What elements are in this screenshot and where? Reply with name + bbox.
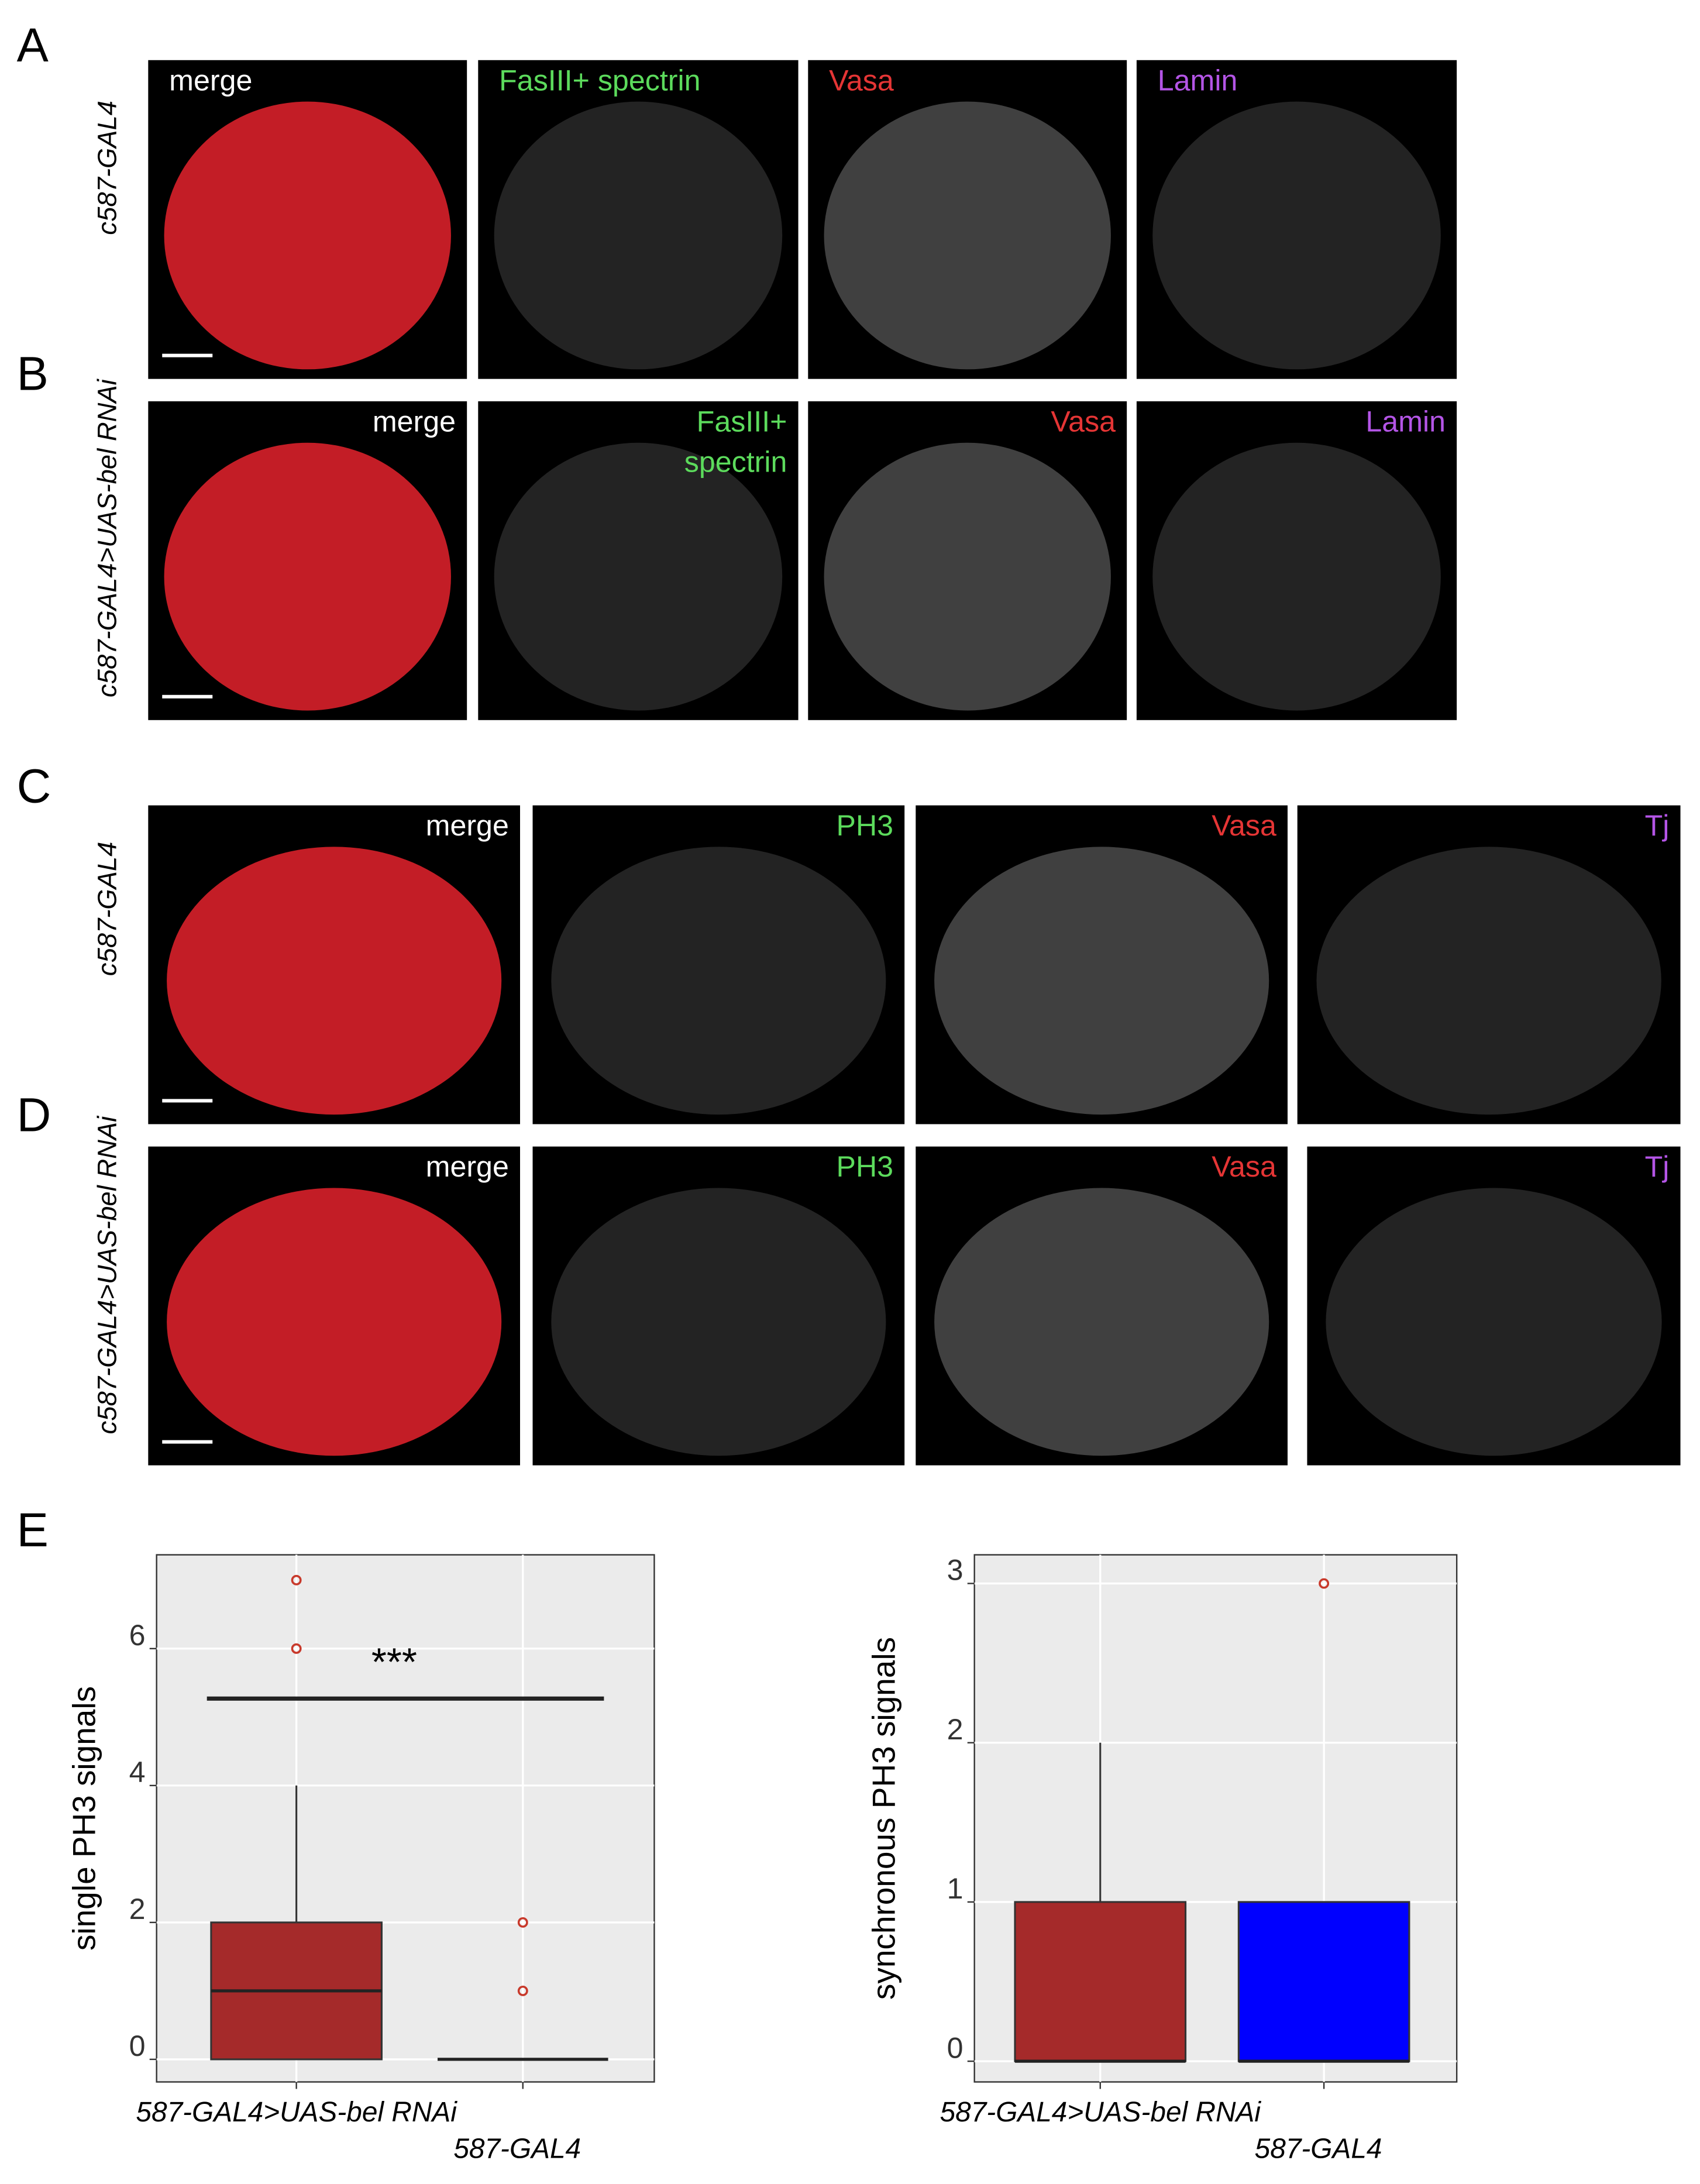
y-tick-label: 6	[129, 1619, 146, 1652]
outlier	[1319, 1578, 1330, 1589]
channel-label: FasIII+	[697, 405, 787, 438]
y-axis-label: synchronous PH3 signals	[866, 1637, 902, 2000]
y-tick-label: 2	[129, 1893, 146, 1925]
outlier	[291, 1643, 302, 1654]
tissue	[551, 847, 886, 1115]
scale-bar	[162, 1099, 213, 1103]
y-tick-label: 2	[947, 1713, 963, 1746]
channel-label: merge	[373, 405, 456, 438]
tissue	[494, 101, 783, 370]
tissue	[1316, 847, 1661, 1115]
tissue	[824, 442, 1111, 711]
box	[1237, 1901, 1410, 2062]
row-label: c587-GAL4	[92, 101, 122, 235]
x-tick-label: 587-GAL4	[1255, 2133, 1382, 2164]
y-tick-label: 0	[129, 2030, 146, 2062]
tissue	[167, 1188, 502, 1456]
channel-label: PH3	[836, 809, 893, 842]
y-tick-label: 3	[947, 1554, 963, 1587]
tissue	[1152, 442, 1441, 711]
tissue	[1326, 1188, 1662, 1456]
panel-letter: E	[17, 1504, 49, 1557]
x-tick-label: 587-GAL4	[453, 2133, 581, 2164]
row-label: c587-GAL4>UAS-bel RNAi	[92, 378, 122, 697]
channel-label: Tj	[1645, 1150, 1670, 1183]
channel-label: merge	[169, 64, 252, 97]
channel-label: FasIII+ spectrin	[499, 64, 700, 97]
channel-label: Vasa	[1212, 809, 1276, 842]
tissue	[164, 101, 451, 370]
box	[1014, 1901, 1187, 2062]
y-tick-label: 0	[947, 2031, 963, 2064]
outlier	[517, 1917, 528, 1928]
significance-label: ***	[371, 1640, 417, 1684]
scale-bar	[162, 694, 213, 699]
channel-label: Vasa	[1212, 1150, 1276, 1183]
row-label: c587-GAL4>UAS-bel RNAi	[92, 1115, 122, 1435]
row-label: c587-GAL4	[92, 842, 122, 976]
panel-letter: D	[17, 1088, 51, 1141]
channel-label: merge	[426, 1150, 509, 1183]
tissue	[1152, 101, 1441, 370]
scale-bar	[162, 1440, 213, 1444]
tissue	[551, 1188, 886, 1456]
channel-label: Vasa	[1051, 405, 1116, 438]
tissue	[934, 847, 1269, 1115]
outlier	[291, 1574, 302, 1585]
panel-letter: B	[17, 348, 49, 401]
scale-bar	[162, 353, 213, 357]
tissue	[167, 847, 502, 1115]
outlier	[517, 1985, 528, 1996]
tissue	[824, 101, 1111, 370]
panel-letter: A	[17, 19, 49, 72]
channel-label: Lamin	[1365, 405, 1446, 438]
channel-label: Tj	[1645, 809, 1670, 842]
channel-label: Vasa	[829, 64, 894, 97]
channel-label: merge	[426, 809, 509, 842]
y-tick-label: 4	[129, 1756, 146, 1789]
x-tick-label: 587-GAL4>UAS-bel RNAi	[136, 2097, 457, 2128]
x-tick-label: 587-GAL4>UAS-bel RNAi	[940, 2097, 1262, 2128]
channel-label: spectrin	[684, 446, 787, 479]
panel-letter: C	[17, 760, 51, 813]
tissue	[494, 442, 783, 711]
tissue	[164, 442, 451, 711]
y-tick-label: 1	[947, 1872, 963, 1905]
channel-label: Lamin	[1158, 64, 1238, 97]
y-axis-label: single PH3 signals	[66, 1686, 102, 1951]
tissue	[934, 1188, 1269, 1456]
channel-label: PH3	[836, 1150, 893, 1183]
